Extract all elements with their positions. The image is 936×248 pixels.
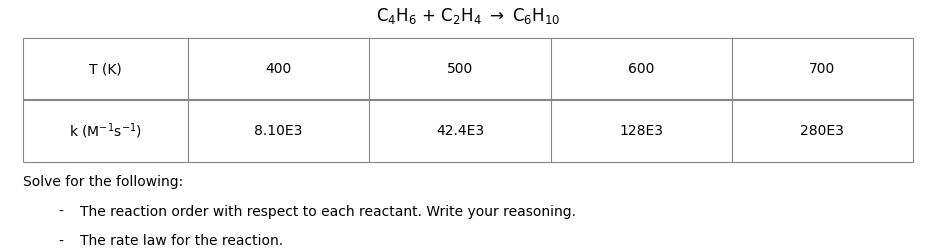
Text: 128E3: 128E3: [620, 124, 664, 138]
Text: Solve for the following:: Solve for the following:: [23, 175, 183, 189]
Text: The rate law for the reaction.: The rate law for the reaction.: [80, 234, 283, 248]
Text: 700: 700: [810, 62, 836, 76]
Text: -: -: [58, 234, 64, 248]
Text: T (K): T (K): [89, 62, 122, 76]
Text: 8.10E3: 8.10E3: [255, 124, 302, 138]
Text: -: -: [58, 205, 64, 218]
Text: 500: 500: [446, 62, 473, 76]
Text: 600: 600: [628, 62, 654, 76]
Text: The reaction order with respect to each reactant. Write your reasoning.: The reaction order with respect to each …: [80, 205, 576, 218]
Text: C$_4$H$_6$ + C$_2$H$_4$ $\rightarrow$ C$_6$H$_{10}$: C$_4$H$_6$ + C$_2$H$_4$ $\rightarrow$ C$…: [376, 6, 560, 26]
Text: 400: 400: [266, 62, 292, 76]
Text: 42.4E3: 42.4E3: [436, 124, 484, 138]
Text: 280E3: 280E3: [800, 124, 844, 138]
Text: k (M$^{-1}$s$^{-1}$): k (M$^{-1}$s$^{-1}$): [69, 122, 142, 141]
